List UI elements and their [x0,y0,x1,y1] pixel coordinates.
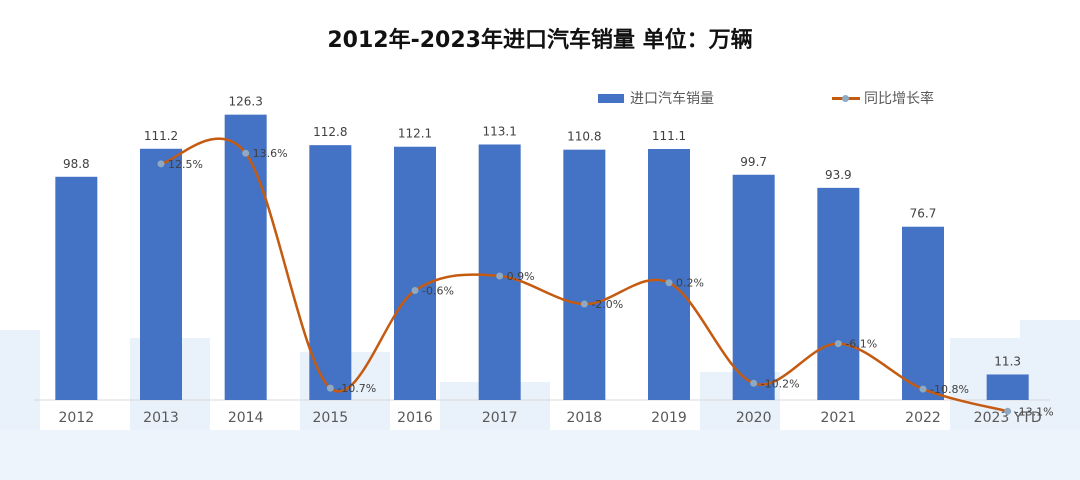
bar-2014 [224,114,267,401]
growth-rate-label: 0.9% [507,270,535,283]
bar-value-label: 112.1 [398,127,432,141]
x-tick-label: 2012 [59,410,95,426]
x-tick-label: 2018 [567,410,603,426]
bar-2013 [140,148,182,400]
growth-rate-label: 12.5% [168,158,203,171]
growth-rate-point [411,286,419,294]
bar-value-label: 126.3 [228,95,262,109]
bar-value-label: 112.8 [313,125,347,139]
bar-2019 [648,148,690,400]
bar-2023-YTD [986,374,1029,400]
growth-rate-label: -2.0% [591,298,623,311]
growth-rate-label: 13.6% [253,147,288,160]
x-tick-label: 2014 [228,410,264,426]
x-tick-label: 2020 [736,410,772,426]
growth-rate-label: -6.1% [845,338,877,351]
legend-item-line: 同比增长率 [832,88,934,108]
legend-line-swatch [832,94,860,102]
bar-2018 [563,149,606,400]
legend-item-bar: 进口汽车销量 [598,88,714,108]
bar-value-label: 113.1 [482,124,516,138]
growth-rate-label: -10.7% [337,382,376,395]
x-tick-label: 2022 [905,410,941,426]
bar-value-label: 11.3 [994,354,1021,368]
legend-line-label: 同比增长率 [864,91,934,107]
growth-rate-label: 0.2% [676,277,704,290]
x-tick-label: 2021 [821,410,857,426]
growth-rate-label: -10.2% [761,377,800,390]
bar-2021 [817,187,860,400]
growth-rate-point [919,385,927,393]
legend-bar-label: 进口汽车销量 [630,91,714,107]
growth-rate-point [834,340,842,348]
growth-rate-line [160,137,1008,413]
growth-rate-label: -0.6% [422,284,454,297]
growth-rate-label: -13.1% [1015,405,1054,418]
growth-rate-point [665,279,673,287]
bar-value-label: 76.7 [910,207,937,221]
growth-rate-point [580,300,588,308]
bar-value-label: 98.8 [63,157,90,171]
bar-value-label: 111.1 [652,129,686,143]
x-tick-label: 2013 [143,410,179,426]
bar-2020 [732,174,775,400]
bar-value-label: 111.2 [144,129,178,143]
growth-rate-point [242,149,250,157]
growth-rate-point [1004,407,1012,415]
growth-rate-point [326,384,334,392]
growth-rate-point [750,379,758,387]
x-tick-label: 2017 [482,410,518,426]
bar-2015 [309,145,352,400]
bar-2012 [55,176,98,400]
bar-value-label: 110.8 [567,130,601,144]
x-tick-label: 2016 [397,410,433,426]
bar-2017 [478,144,521,400]
bar-value-label: 99.7 [740,155,767,169]
bar-2022 [902,226,944,400]
bar-value-label: 93.9 [825,168,852,182]
bar-2016 [394,146,436,400]
chart-title: 2012年-2023年进口汽车销量 单位：万辆 [327,28,753,53]
x-tick-label: 2015 [313,410,349,426]
growth-rate-point [157,160,165,168]
x-tick-label: 2019 [651,410,687,426]
growth-rate-label: -10.8% [930,383,969,396]
x-tick-label: 2023 YTD [974,410,1042,426]
growth-rate-point [496,272,504,280]
legend-bar-swatch [598,93,624,103]
